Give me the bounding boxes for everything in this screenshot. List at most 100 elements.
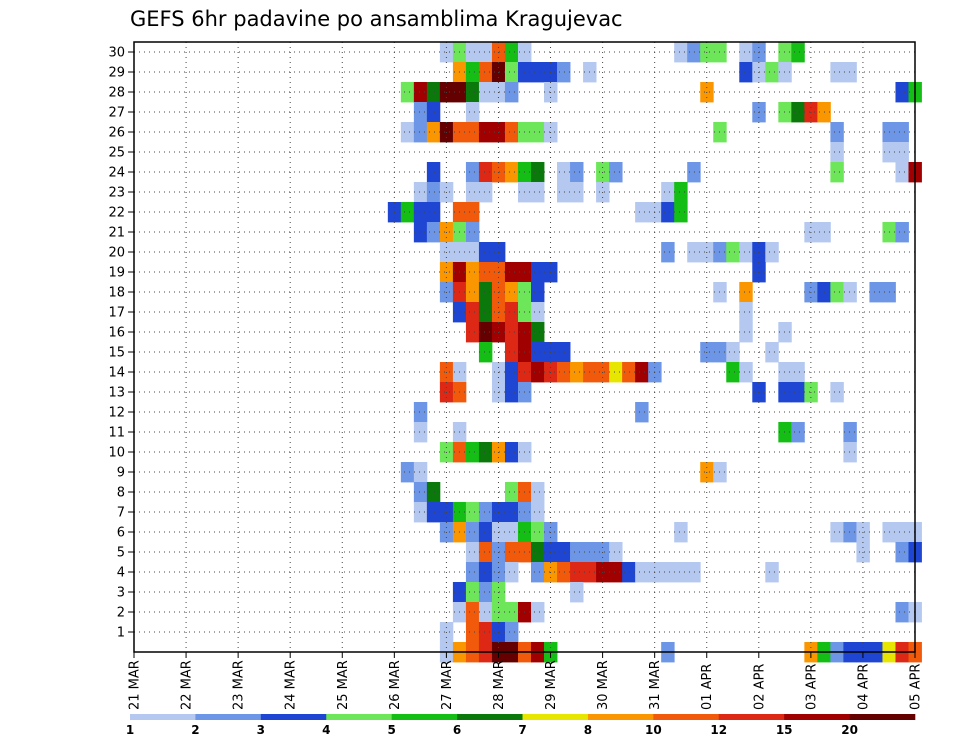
heat-cell-m25-t54 <box>830 142 844 163</box>
heat-cell-m29-t33 <box>557 62 571 83</box>
heat-cell-m20-t46 <box>726 242 740 263</box>
heat-cell-m23-t33 <box>557 182 571 203</box>
heat-cell-m18-t47 <box>739 282 753 303</box>
heat-cell-m15-t29 <box>504 342 519 363</box>
heat-cell-m8-t22 <box>413 482 428 503</box>
heat-cell-m5-t33 <box>557 542 571 563</box>
legend-swatch <box>784 714 850 720</box>
y-tick-label: 5 <box>117 546 125 561</box>
heat-cell-m1-t29 <box>504 622 519 643</box>
x-tick-label: 02 APR <box>752 664 767 710</box>
heat-cell-m14-t39 <box>635 362 649 383</box>
heat-cell-m9-t21 <box>400 462 415 483</box>
y-tick-label: 13 <box>108 386 125 401</box>
heat-cell-m22-t21 <box>400 202 415 223</box>
heat-cell-m23-t23 <box>426 182 441 203</box>
heat-cell-m29-t54 <box>830 62 844 83</box>
heat-cell-m29-t31 <box>531 62 545 83</box>
heat-cell-m26-t27 <box>478 122 493 143</box>
y-tick-label: 19 <box>108 266 125 281</box>
heat-cell-m18-t29 <box>504 282 519 303</box>
heat-cell-m7-t26 <box>465 502 480 523</box>
heat-cell-m13-t54 <box>830 382 844 403</box>
heat-cell-m10-t29 <box>504 442 519 463</box>
heat-cell-m6-t27 <box>478 522 493 543</box>
heat-cell-m14-t31 <box>531 362 545 383</box>
heat-cell-m3-t34 <box>570 582 584 603</box>
heat-cell-m23-t26 <box>465 182 480 203</box>
legend-swatch <box>849 714 916 720</box>
heat-cell-m21-t22 <box>413 222 428 243</box>
x-tick-label: 24 MAR <box>284 660 299 710</box>
heat-cell-m11-t22 <box>413 422 428 443</box>
heat-cell-m30-t26 <box>465 42 480 63</box>
heat-cell-m19-t29 <box>504 262 519 283</box>
x-tick-label: 27 MAR <box>440 660 455 710</box>
heat-cell-m15-t31 <box>531 342 545 363</box>
heat-cell-m24-t23 <box>426 162 441 183</box>
y-tick-label: 7 <box>117 506 125 521</box>
y-tick-label: 20 <box>108 246 125 261</box>
heat-cell-m2-t31 <box>531 602 545 623</box>
heat-cell-m24-t29 <box>504 162 519 183</box>
heat-cell-m6-t42 <box>674 522 688 543</box>
heat-cell-m30-t29 <box>504 42 519 63</box>
heat-cell-m17-t26 <box>465 302 480 323</box>
heat-cell-m2-t59 <box>895 602 909 623</box>
heat-cell-m29-t27 <box>478 62 493 83</box>
heat-cell-m4-t27 <box>478 562 493 583</box>
heat-cell-m5-t31 <box>531 542 545 563</box>
heat-cell-m23-t34 <box>570 182 584 203</box>
x-tick-label: 03 APR <box>804 664 819 710</box>
x-tick-label: 01 APR <box>700 664 715 710</box>
heat-cell-m3-t27 <box>478 582 493 603</box>
legend-swatch <box>653 714 720 720</box>
heat-cell-m6-t54 <box>830 522 844 543</box>
y-tick-label: 18 <box>108 286 125 301</box>
y-tick-label: 22 <box>108 206 125 221</box>
heat-cell-m14-t33 <box>557 362 571 383</box>
x-tick-label: 28 MAR <box>492 660 507 710</box>
heat-cell-m24-t43 <box>687 162 701 183</box>
heat-cell-m23-t42 <box>674 182 688 203</box>
heat-cell-m26-t29 <box>504 122 519 143</box>
heat-cell-m14-t37 <box>609 362 623 383</box>
heat-cell-m4-t31 <box>531 562 545 583</box>
y-tick-label: 9 <box>117 466 125 481</box>
heat-cell-m23-t31 <box>531 182 545 203</box>
heat-cell-m14-t38 <box>622 362 636 383</box>
heat-cell-m8-t23 <box>426 482 441 503</box>
x-tick-label: 05 APR <box>909 664 924 710</box>
color-legend: 1 2 3 4 5 6 7 8 10 12 15 20 <box>126 714 916 737</box>
heat-cell-m26-t31 <box>531 122 545 143</box>
heat-cell-m4-t42 <box>674 562 688 583</box>
heat-cell-m11-t51 <box>791 422 805 443</box>
heat-cell-m20-t27 <box>478 242 493 263</box>
heat-cell-m16-t50 <box>778 322 792 343</box>
legend-label: 7 <box>518 723 526 737</box>
heat-cell-m13-t29 <box>504 382 519 403</box>
heat-cell-m20-t26 <box>465 242 480 263</box>
heat-cell-m24-t34 <box>570 162 584 183</box>
heat-cell-m5-t27 <box>478 542 493 563</box>
y-tick-label: 30 <box>108 46 125 61</box>
heat-cell-m2-t27 <box>478 602 493 623</box>
heat-cell-m15-t46 <box>726 342 740 363</box>
heat-cell-m4-t33 <box>557 562 571 583</box>
heat-cell-m11-t50 <box>778 422 792 443</box>
heat-cell-m18-t26 <box>465 282 480 303</box>
legend-swatch <box>587 714 654 720</box>
x-tick-label: 30 MAR <box>596 660 611 710</box>
y-tick-label: 15 <box>108 346 125 361</box>
heat-cell-m4-t37 <box>609 562 623 583</box>
heat-cell-m20-t49 <box>765 242 779 263</box>
heat-cell-m17-t29 <box>504 302 519 323</box>
heat-cell-m30-t50 <box>778 42 792 63</box>
legend-label: 2 <box>191 723 199 737</box>
y-tick-label: 12 <box>108 406 125 421</box>
y-tick-label: 3 <box>117 586 125 601</box>
heat-cell-m5-t29 <box>504 542 519 563</box>
x-tick-label: 29 MAR <box>544 660 559 710</box>
legend-label: 15 <box>776 723 793 737</box>
